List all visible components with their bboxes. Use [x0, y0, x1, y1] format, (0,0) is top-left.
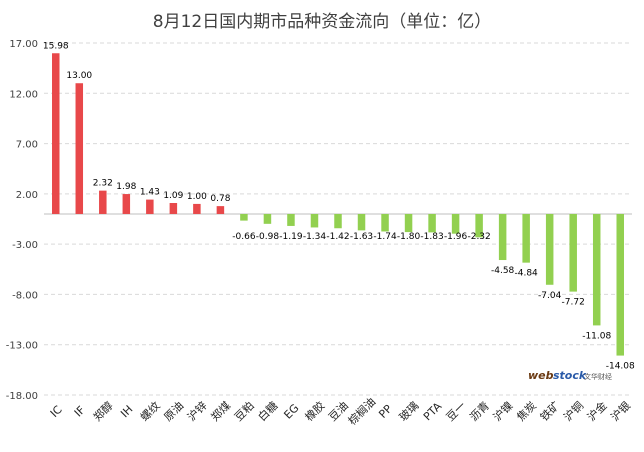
bar	[451, 213, 460, 234]
bar	[404, 213, 413, 233]
bar	[240, 213, 248, 221]
x-tick-label: 沪金	[584, 398, 609, 423]
bar	[569, 213, 577, 292]
bar	[216, 206, 225, 214]
x-tick-label: EG	[281, 401, 301, 421]
x-tick-label: 玻璃	[396, 398, 421, 423]
x-tick-label: PTA	[421, 400, 445, 424]
x-tick-label: 螺纹	[137, 398, 162, 423]
data-label: -0.98	[256, 232, 280, 242]
bar	[263, 213, 272, 224]
x-tick-label: 白糖	[255, 398, 280, 423]
x-tick-label: IH	[118, 403, 135, 420]
bar	[498, 213, 507, 261]
x-tick-label: 豆一	[444, 399, 469, 424]
data-label: 1.98	[116, 182, 136, 192]
bar	[592, 213, 601, 326]
data-label: -4.58	[491, 266, 515, 276]
bar	[52, 53, 60, 214]
data-label: 15.98	[43, 41, 69, 51]
x-tick-label: 郑醇	[90, 398, 115, 423]
data-label: 0.78	[210, 194, 230, 204]
bar	[146, 199, 154, 214]
bar	[334, 213, 342, 229]
x-tick-label: 沪铜	[561, 398, 586, 423]
x-tick-label: IF	[72, 404, 88, 420]
data-label: -1.96	[444, 232, 468, 242]
data-label: -7.04	[538, 291, 562, 301]
bar	[545, 213, 554, 285]
data-label: 1.00	[187, 192, 207, 202]
data-label: -2.32	[467, 232, 490, 242]
x-tick-label: 橡胶	[302, 398, 327, 423]
y-tick-label: -13.00	[6, 341, 38, 352]
bar	[616, 213, 624, 356]
x-tick-label: 沥青	[467, 399, 492, 424]
data-label: 1.09	[163, 191, 183, 201]
bar	[381, 213, 389, 232]
bar	[522, 213, 530, 263]
x-tick-label: PP	[376, 402, 395, 421]
data-label: -1.34	[303, 232, 327, 242]
chart-title: 8月12日国内期市品种资金流向（单位：亿）	[153, 12, 491, 32]
y-tick-label: 7.00	[16, 140, 38, 151]
y-axis-ticks: 17.00 12.00 7.00 2.00 -3.00 -8.00 -13.00 -18.00	[6, 39, 38, 402]
data-label: -1.42	[326, 232, 349, 242]
data-label: -11.08	[582, 331, 611, 341]
y-tick-label: 2.00	[16, 190, 38, 201]
x-tick-label: 棕榈油	[345, 395, 378, 428]
data-label: -0.66	[232, 232, 256, 242]
data-label: 1.43	[140, 188, 160, 198]
data-label: 2.32	[93, 179, 113, 189]
x-tick-label: 沪镍	[490, 398, 515, 423]
bar	[122, 194, 131, 214]
data-label: -4.84	[515, 269, 539, 279]
watermark-cn-text: 文华财经	[584, 372, 612, 381]
gridlines	[44, 42, 632, 396]
data-label: 13.00	[66, 71, 92, 81]
x-tick-label: 沪锌	[184, 398, 209, 423]
x-tick-label: 沪银	[608, 398, 633, 423]
bar	[310, 213, 319, 228]
y-tick-label: 12.00	[9, 89, 38, 100]
bar	[357, 213, 366, 231]
bar	[99, 190, 107, 214]
x-tick-label: 原油	[161, 398, 186, 423]
bar	[193, 203, 201, 214]
bar	[287, 213, 295, 226]
x-tick-label: 豆粕	[231, 398, 256, 423]
x-tick-label: 郑煤	[208, 398, 233, 423]
watermark-web-text: web	[528, 369, 554, 382]
bar	[428, 213, 436, 233]
y-tick-label: -18.00	[6, 391, 38, 402]
y-tick-label: -3.00	[12, 240, 38, 251]
watermark-logo: web stock 文华财经	[528, 369, 612, 382]
x-tick-label: 铁矿	[538, 399, 563, 424]
bars	[52, 53, 624, 356]
data-label: -1.19	[279, 232, 303, 242]
data-label: -1.80	[397, 232, 421, 242]
data-label: -14.08	[606, 362, 635, 372]
y-tick-label: -8.00	[12, 290, 38, 301]
data-label: -1.83	[420, 232, 443, 242]
watermark-stock-text: stock	[553, 369, 587, 382]
data-label: -7.72	[562, 298, 585, 308]
bar	[75, 83, 84, 214]
y-tick-label: 17.00	[9, 39, 38, 50]
x-tick-label: IC	[48, 403, 65, 420]
bar	[169, 203, 178, 214]
data-label: -1.63	[350, 232, 373, 242]
data-label: -1.74	[373, 232, 397, 242]
bar	[475, 213, 483, 238]
x-tick-label: 焦炭	[514, 399, 539, 424]
